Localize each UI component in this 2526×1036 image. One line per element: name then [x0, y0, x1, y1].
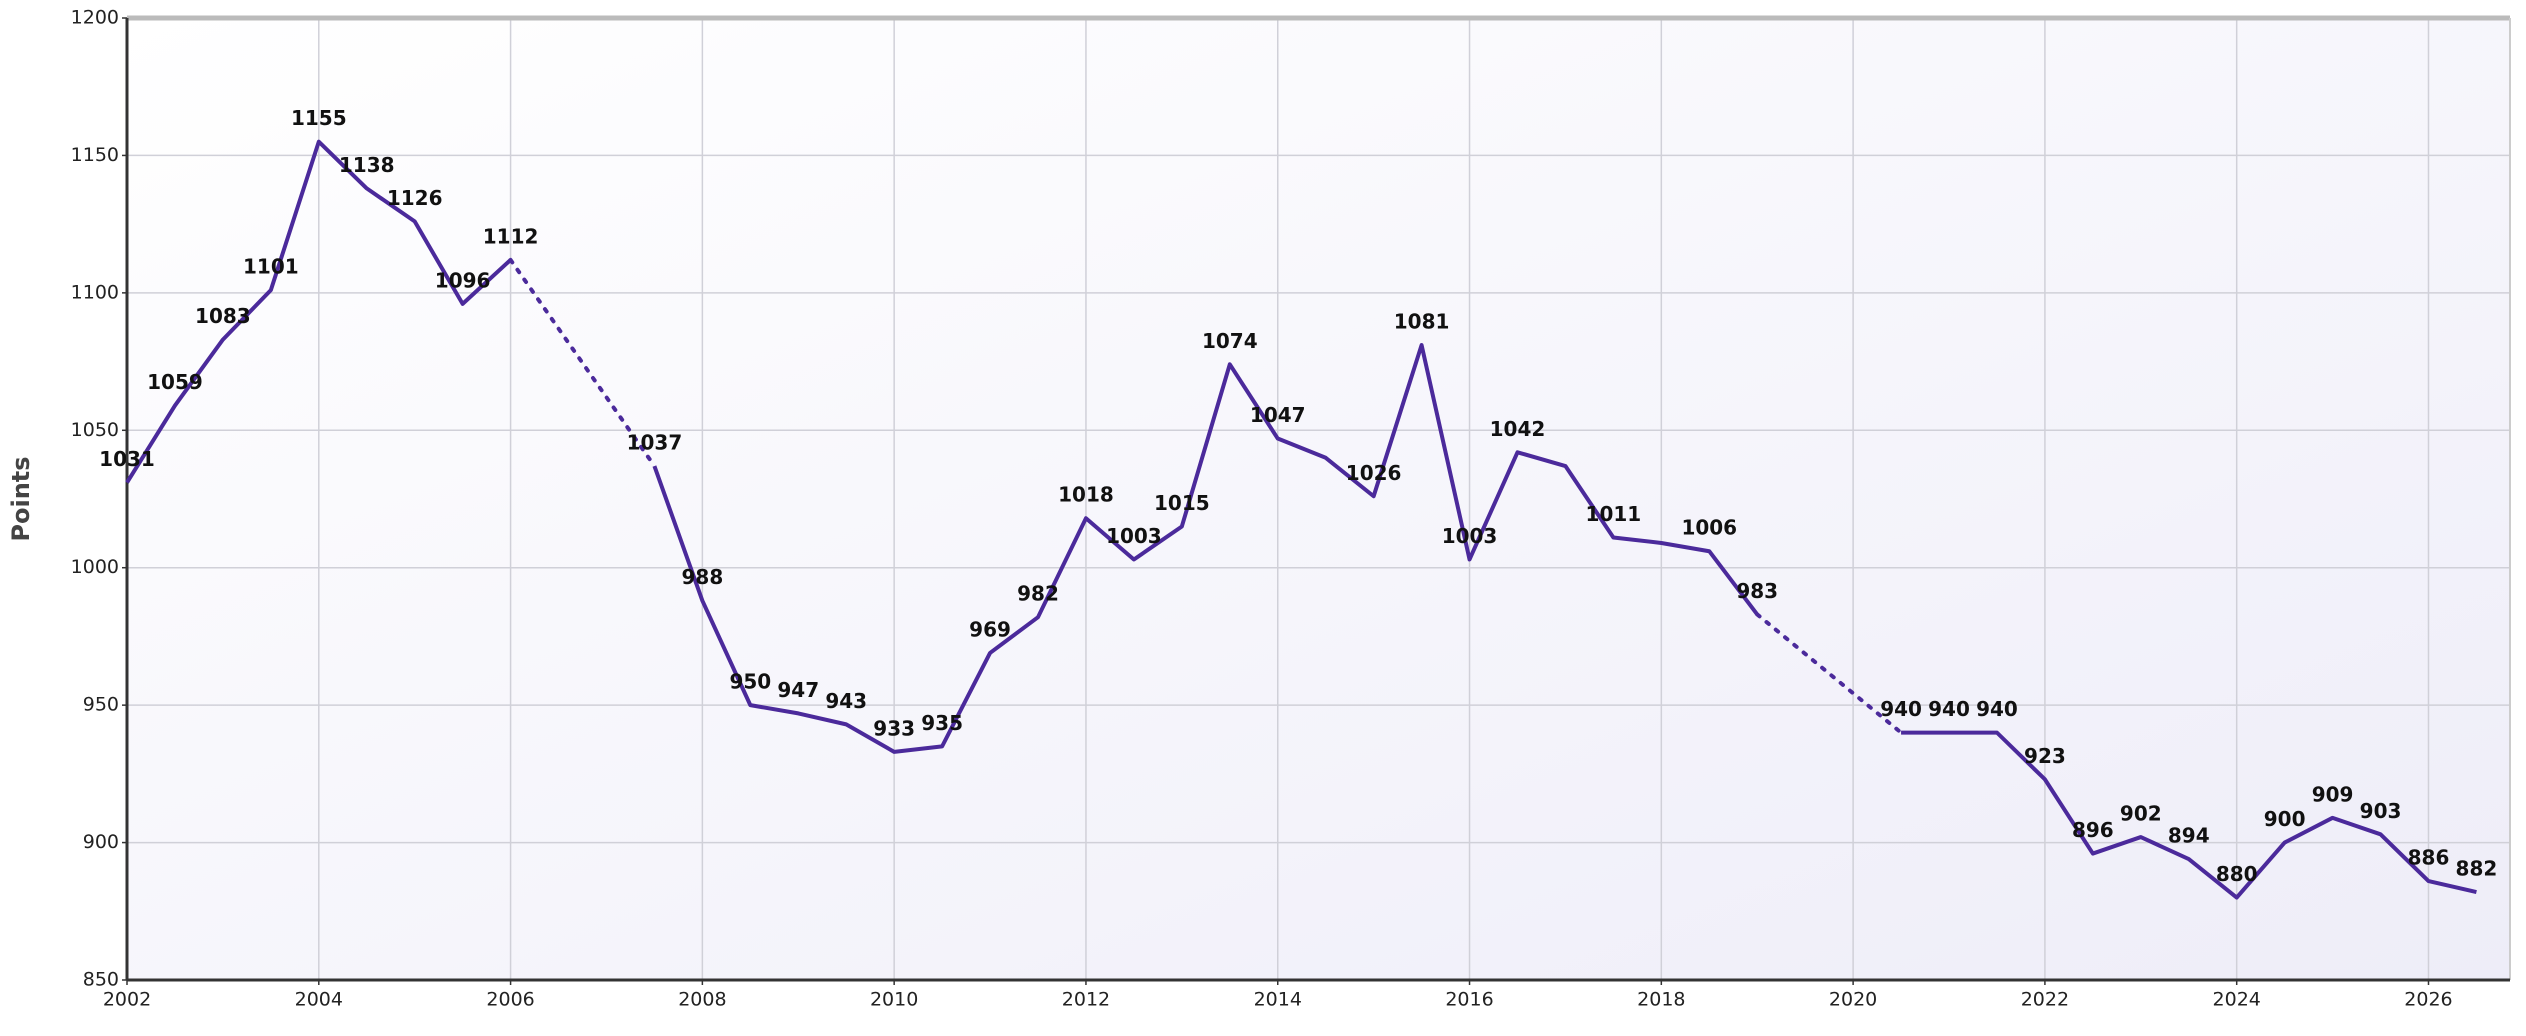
data-label: 1037 [627, 431, 683, 455]
data-label: 900 [2264, 807, 2306, 831]
data-label: 903 [2360, 799, 2402, 823]
y-tick-label: 1100 [71, 281, 119, 303]
data-label: 1003 [1442, 524, 1498, 548]
data-label: 1018 [1058, 483, 1114, 507]
x-tick-label: 2026 [2404, 989, 2452, 1011]
data-label: 896 [2072, 818, 2114, 842]
data-label: 894 [2168, 824, 2210, 848]
data-label: 1081 [1394, 310, 1450, 334]
data-label: 1074 [1202, 329, 1258, 353]
y-tick-label: 1050 [71, 419, 119, 441]
x-tick-label: 2014 [1254, 989, 1302, 1011]
x-tick-label: 2004 [295, 989, 343, 1011]
data-label: 940 [1880, 697, 1922, 721]
data-label: 1083 [195, 304, 251, 328]
data-label: 1031 [99, 447, 155, 471]
data-label: 935 [921, 711, 963, 735]
x-tick-label: 2022 [2021, 989, 2069, 1011]
data-label: 880 [2216, 862, 2258, 886]
x-tick-label: 2024 [2213, 989, 2261, 1011]
y-tick-label: 1200 [71, 7, 119, 29]
data-label: 1003 [1106, 524, 1162, 548]
data-label: 1047 [1250, 403, 1306, 427]
data-label: 1015 [1154, 491, 1210, 515]
data-label: 1011 [1586, 502, 1642, 526]
data-label: 947 [777, 678, 819, 702]
x-tick-label: 2020 [1829, 989, 1877, 1011]
y-tick-label: 850 [83, 969, 119, 991]
x-tick-label: 2012 [1062, 989, 1110, 1011]
data-label: 988 [681, 565, 723, 589]
data-line [125, 139, 2477, 900]
data-label: 1112 [483, 224, 539, 248]
y-tick-label: 900 [83, 831, 119, 853]
data-label: 943 [825, 689, 867, 713]
data-label: 1126 [387, 186, 443, 210]
data-label: 1101 [243, 255, 299, 279]
x-tick-label: 2018 [1637, 989, 1685, 1011]
y-tick-label: 1000 [71, 556, 119, 578]
data-label: 886 [2408, 846, 2450, 870]
data-label: 982 [1017, 582, 1059, 606]
data-label: 950 [729, 670, 771, 694]
data-label: 902 [2120, 802, 2162, 826]
y-tick-label: 1150 [71, 144, 119, 166]
data-label: 983 [1736, 579, 1778, 603]
data-label: 1006 [1681, 516, 1737, 540]
data-label: 882 [2456, 857, 2498, 881]
data-label: 909 [2312, 782, 2354, 806]
data-label: 1155 [291, 106, 347, 130]
data-label: 940 [1928, 697, 1970, 721]
gap-connector [1755, 612, 1904, 735]
x-tick-label: 2010 [870, 989, 918, 1011]
data-label: 940 [1976, 697, 2018, 721]
data-label: 923 [2024, 744, 2066, 768]
data-label: 1042 [1490, 417, 1546, 441]
data-label: 1059 [147, 370, 203, 394]
x-tick-label: 2008 [678, 989, 726, 1011]
x-tick-label: 2006 [486, 989, 534, 1011]
data-label: 969 [969, 617, 1011, 641]
data-label: 1138 [339, 153, 395, 177]
plot-background [127, 18, 2510, 980]
x-tick-label: 2002 [103, 989, 151, 1011]
data-label: 1026 [1346, 461, 1402, 485]
x-tick-label: 2016 [1445, 989, 1493, 1011]
y-tick-label: 950 [83, 694, 119, 716]
data-label: 1096 [435, 268, 491, 292]
data-label: 933 [873, 716, 915, 740]
y-axis-label: Points [7, 456, 35, 541]
